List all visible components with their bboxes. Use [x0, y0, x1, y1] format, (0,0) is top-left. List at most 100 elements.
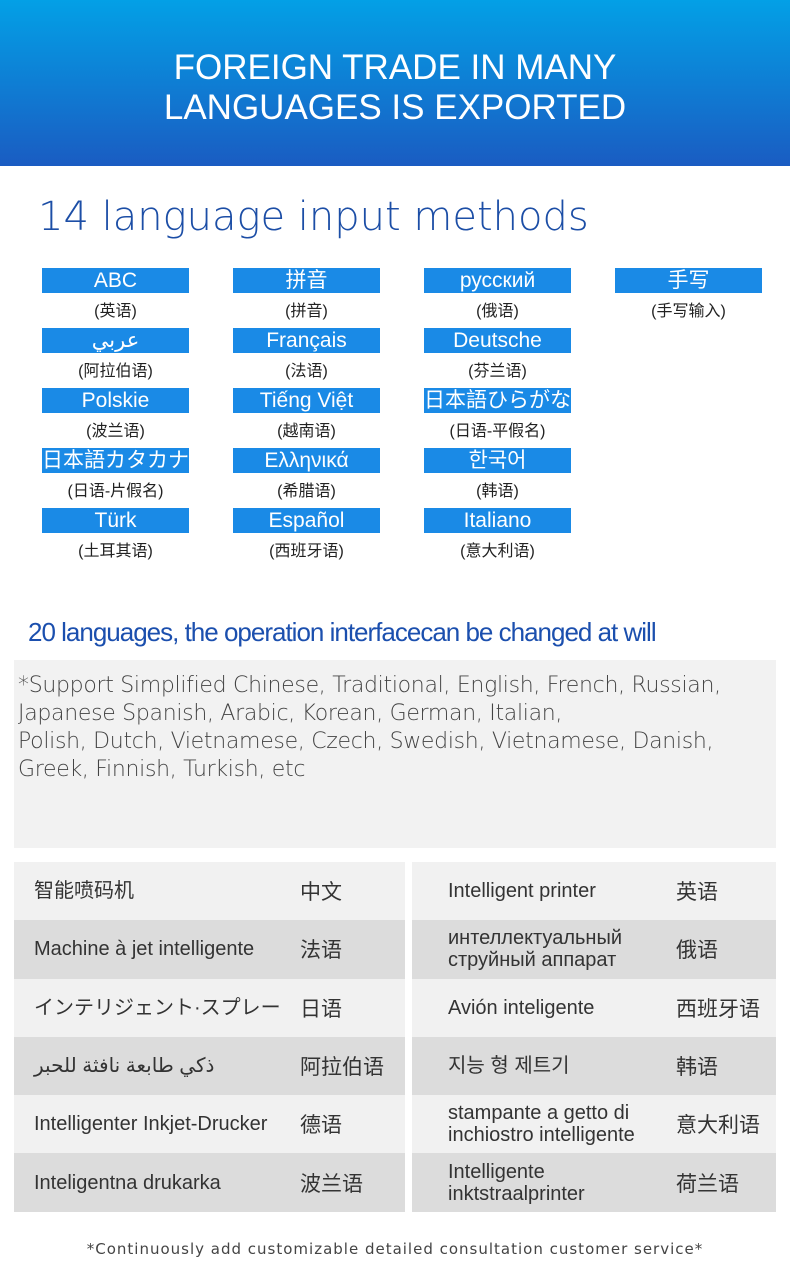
- support-line: Greek, Finnish, Turkish, etc: [18, 757, 306, 782]
- input-method-item: [615, 388, 762, 436]
- input-methods-grid: ABC (英语) 拼音 (拼音) русский (俄语) 手写 (手写输入) عربي (阿拉伯…: [42, 268, 762, 560]
- translation-text: интеллектуальный струйный аппарат: [448, 927, 623, 972]
- input-method-item: [615, 448, 762, 496]
- input-method-chinese-name: (手写输入): [651, 303, 726, 320]
- input-method-item: Ελληνικά (希腊语): [233, 448, 380, 500]
- table-row: ذكي طابعة نافثة للحبر 阿拉伯语: [14, 1036, 405, 1096]
- translation-text: インテリジェント·スプレー: [34, 996, 281, 1019]
- interface-heading: 20 languages, the operation interfacecan…: [28, 617, 657, 647]
- input-method-label: 日本語ひらがな: [424, 388, 571, 413]
- input-method-chinese-name: (英语): [94, 303, 137, 320]
- input-method-item: ABC (英语): [42, 268, 189, 320]
- table-row: Avión inteligente 西班牙语: [412, 978, 776, 1037]
- input-method-chinese-name: (阿拉伯语): [78, 363, 153, 380]
- table-row: Intelligenter Inkjet-Drucker 德语: [14, 1095, 405, 1154]
- input-method-label: عربي: [42, 328, 189, 353]
- input-method-label: 手写: [615, 268, 762, 293]
- support-line: Japanese Spanish, Arabic, Korean, German…: [18, 701, 563, 726]
- language-name: 西班牙语: [676, 997, 760, 1021]
- supported-languages-box: *Support Simplified Chinese, Traditional…: [14, 660, 776, 848]
- language-name: 荷兰语: [676, 1172, 739, 1196]
- input-method-chinese-name: (希腊语): [277, 483, 336, 500]
- translation-text: 智能喷码机: [34, 880, 134, 903]
- support-line: Polish, Dutch, Vietnamese, Czech, Swedis…: [18, 729, 714, 754]
- language-name: 法语: [300, 939, 342, 963]
- table-row: интеллектуальный струйный аппарат 俄语: [412, 920, 776, 979]
- input-method-label: Ελληνικά: [233, 448, 380, 473]
- translation-text: Intelligent printer: [448, 880, 596, 903]
- banner: FOREIGN TRADE IN MANY LANGUAGES IS EXPOR…: [0, 0, 790, 166]
- translation-text: ذكي طابعة نافثة للحبر: [34, 1055, 215, 1078]
- language-name: 韩语: [676, 1056, 718, 1080]
- banner-title-line2: LANGUAGES IS EXPORTED: [163, 88, 627, 127]
- input-method-item: Türk (土耳其语): [42, 508, 189, 560]
- input-method-item: Français (法语): [233, 328, 380, 380]
- input-method-item: Deutsche (芬兰语): [424, 328, 571, 380]
- input-methods-heading: 14 language input methods: [38, 194, 589, 240]
- translation-text: Machine à jet intelligente: [34, 938, 255, 961]
- language-name: 英语: [676, 881, 718, 905]
- input-method-item: Español (西班牙语): [233, 508, 380, 560]
- banner-title-line1: FOREIGN TRADE IN MANY: [173, 48, 617, 87]
- input-method-item: 拼音 (拼音): [233, 268, 380, 320]
- translation-text: Intelligenter Inkjet-Drucker: [34, 1113, 268, 1136]
- input-method-chinese-name: (日语-平假名): [449, 423, 546, 440]
- input-method-label: русский: [424, 268, 571, 293]
- translation-table-left: 智能喷码机 中文 Machine à jet intelligente 法语インテリジ…: [14, 862, 405, 1212]
- language-name: 中文: [300, 881, 342, 905]
- table-row: 지능 형 제트기 韩语: [412, 1036, 776, 1096]
- input-method-label: 한국어: [424, 448, 571, 473]
- input-method-chinese-name: (法语): [285, 363, 328, 380]
- table-row: インテリジェント·スプレー 日语: [14, 978, 405, 1037]
- translation-text: Inteligentna drukarka: [34, 1171, 221, 1194]
- input-method-chinese-name: (芬兰语): [468, 363, 527, 380]
- input-method-chinese-name: (日语-片假名): [67, 483, 164, 500]
- input-method-item: 日本語ひらがな (日语-平假名): [424, 388, 571, 440]
- input-method-item: 한국어 (韩语): [424, 448, 571, 500]
- table-row: Intelligente inktstraalprinter 荷兰语: [412, 1153, 776, 1212]
- input-method-chinese-name: (拼音): [285, 303, 328, 320]
- language-name: 意大利语: [676, 1114, 760, 1138]
- language-name: 俄语: [676, 939, 718, 963]
- input-method-label: 拼音: [233, 268, 380, 293]
- input-method-chinese-name: (越南语): [277, 423, 336, 440]
- table-row: 智能喷码机 中文: [14, 862, 405, 921]
- table-row: stampante a getto di inchiostro intellig…: [412, 1095, 776, 1154]
- footer-note: *Continuously add customizable detailed …: [86, 1240, 704, 1258]
- input-method-item: [615, 328, 762, 376]
- input-method-label: Español: [233, 508, 380, 533]
- support-line: *Support Simplified Chinese, Traditional…: [18, 673, 721, 698]
- input-method-item: [615, 508, 762, 556]
- language-name: 日语: [300, 997, 342, 1021]
- translation-table-right: Intelligent printer 英语 интеллектуальный ст…: [412, 862, 776, 1212]
- translation-text: 지능 형 제트기: [448, 1055, 570, 1078]
- input-method-item: عربي (阿拉伯语): [42, 328, 189, 380]
- table-row: Inteligentna drukarka 波兰语: [14, 1153, 405, 1212]
- input-method-chinese-name: (土耳其语): [78, 543, 153, 560]
- input-method-item: 日本語カタカナ (日语-片假名): [42, 448, 189, 500]
- input-method-label: ABC: [42, 268, 189, 293]
- input-method-chinese-name: (波兰语): [86, 423, 145, 440]
- translation-text: Intelligente inktstraalprinter: [448, 1160, 585, 1205]
- input-method-chinese-name: (西班牙语): [269, 543, 344, 560]
- input-method-item: Italiano (意大利语): [424, 508, 571, 560]
- input-method-label: Français: [233, 328, 380, 353]
- translation-text: stampante a getto di inchiostro intellig…: [448, 1102, 635, 1147]
- input-method-label: Deutsche: [424, 328, 571, 353]
- input-method-label: Italiano: [424, 508, 571, 533]
- input-method-item: 手写 (手写输入): [615, 268, 762, 320]
- input-method-label: Tiếng Việt: [233, 388, 380, 413]
- input-method-label: Türk: [42, 508, 189, 533]
- input-method-item: Polskie (波兰语): [42, 388, 189, 440]
- table-row: Intelligent printer 英语: [412, 862, 776, 921]
- language-name: 阿拉伯语: [300, 1056, 384, 1080]
- input-method-item: Tiếng Việt (越南语): [233, 388, 380, 440]
- input-method-label: 日本語カタカナ: [42, 448, 189, 473]
- language-name: 德语: [300, 1114, 342, 1138]
- translation-text: Avión inteligente: [448, 996, 595, 1019]
- language-name: 波兰语: [300, 1172, 363, 1196]
- input-method-chinese-name: (意大利语): [460, 543, 535, 560]
- input-method-chinese-name: (俄语): [476, 303, 519, 320]
- input-method-chinese-name: (韩语): [476, 483, 519, 500]
- input-method-label: Polskie: [42, 388, 189, 413]
